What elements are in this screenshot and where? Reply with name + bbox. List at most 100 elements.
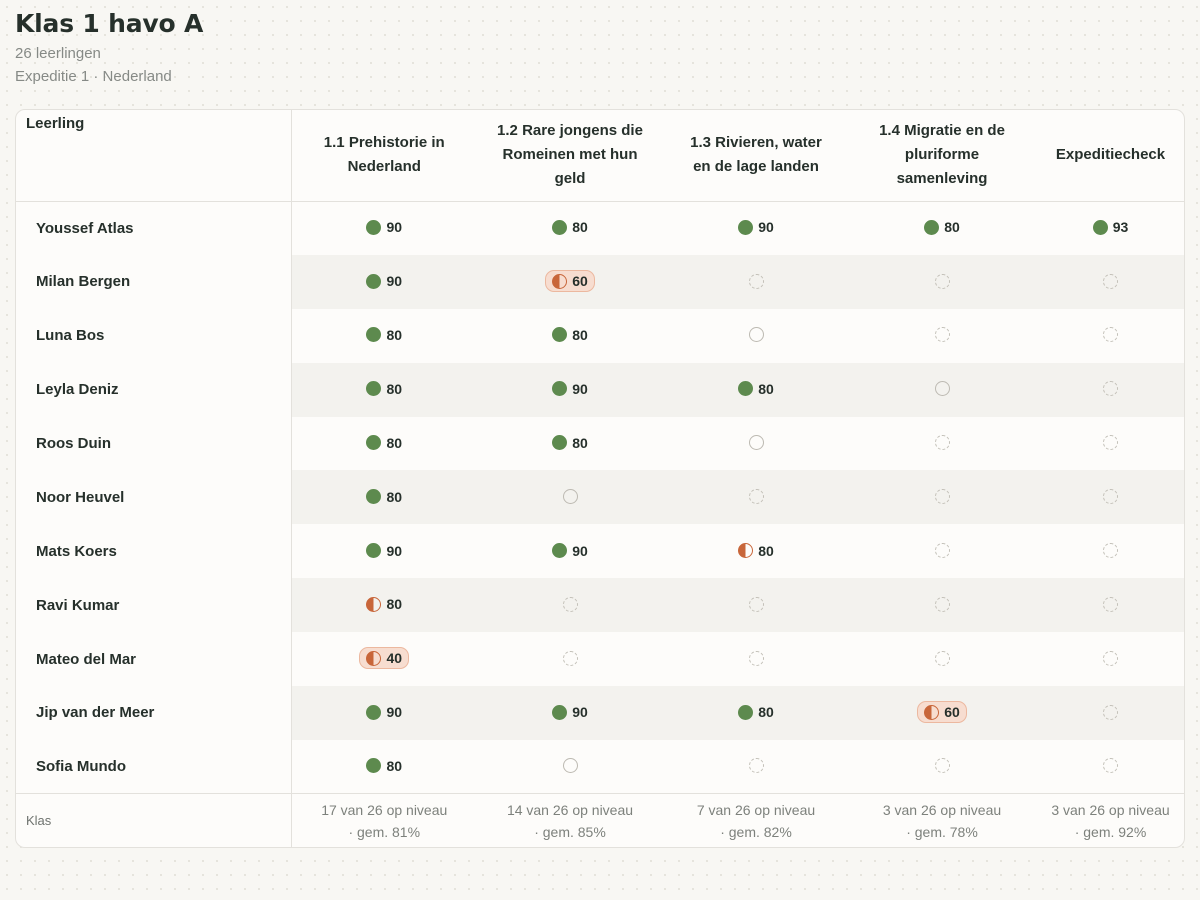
student-name[interactable]: Milan Bergen: [16, 254, 292, 309]
score-badge: 80: [732, 378, 780, 400]
result-cell[interactable]: [849, 470, 1035, 525]
circle-dashed-icon: [1103, 596, 1118, 612]
result-cell[interactable]: [1035, 417, 1184, 471]
result-cell[interactable]: 90: [477, 686, 663, 740]
table-row[interactable]: Mats Koers 90 90 80: [16, 524, 1184, 579]
result-cell[interactable]: [1035, 254, 1184, 309]
result-cell[interactable]: [849, 417, 1035, 471]
result-cell[interactable]: 80: [291, 417, 477, 471]
result-cell[interactable]: [1035, 686, 1184, 740]
result-cell[interactable]: [663, 578, 849, 633]
result-cell[interactable]: 93: [1035, 201, 1184, 255]
result-cell[interactable]: [1035, 362, 1184, 417]
result-cell[interactable]: [1035, 524, 1184, 578]
summary-level: 17 van 26 op niveau: [321, 801, 448, 818]
result-cell[interactable]: [1035, 470, 1184, 525]
result-cell[interactable]: 80: [849, 201, 1035, 255]
student-name[interactable]: Luna Bos: [16, 308, 292, 363]
student-name[interactable]: Noor Heuvel: [16, 470, 292, 525]
column-header-expeditiecheck[interactable]: Expeditiecheck: [1035, 110, 1184, 202]
result-cell[interactable]: 80: [663, 362, 849, 417]
result-cell[interactable]: [477, 740, 663, 794]
table-header-row: Leerling 1.1 Prehistorie in Nederland 1.…: [16, 110, 1184, 202]
table-row[interactable]: Roos Duin 80 80: [16, 416, 1184, 471]
circle-dashed-icon: [934, 758, 950, 774]
result-cell[interactable]: [849, 309, 1035, 363]
column-header-unit-1-4[interactable]: 1.4 Migratie en de pluriforme samenlevin…: [849, 110, 1035, 202]
result-cell[interactable]: [849, 524, 1035, 578]
result-cell[interactable]: 40: [291, 632, 477, 686]
result-cell[interactable]: [849, 362, 1035, 417]
status-marker: [743, 270, 770, 292]
student-name[interactable]: Jip van der Meer: [16, 686, 292, 740]
status-marker: [929, 270, 956, 292]
score-value: 80: [386, 434, 403, 451]
result-cell[interactable]: [477, 632, 663, 686]
column-header-unit-1-2[interactable]: 1.2 Rare jongens die Romeinen met hun ge…: [477, 110, 663, 202]
result-cell[interactable]: [663, 254, 849, 309]
column-header-unit-1-3[interactable]: 1.3 Rivieren, water en de lage landen: [663, 110, 849, 202]
result-cell[interactable]: 90: [663, 201, 849, 255]
status-marker: [929, 486, 956, 508]
result-cell[interactable]: [1035, 632, 1184, 686]
result-cell[interactable]: 80: [291, 470, 477, 525]
result-cell[interactable]: [1035, 578, 1184, 633]
status-marker: [557, 593, 584, 615]
table-row[interactable]: Noor Heuvel 80: [16, 470, 1184, 525]
student-name[interactable]: Sofia Mundo: [16, 739, 292, 794]
table-row[interactable]: Leyla Deniz 80 90 80: [16, 362, 1184, 417]
result-cell[interactable]: 60: [477, 254, 663, 309]
result-cell[interactable]: 60: [849, 686, 1035, 740]
result-cell[interactable]: [663, 417, 849, 471]
result-cell[interactable]: 80: [291, 309, 477, 363]
result-cell[interactable]: 80: [663, 686, 849, 740]
table-row[interactable]: Mateo del Mar 40: [16, 632, 1184, 687]
result-cell[interactable]: [1035, 740, 1184, 794]
student-name[interactable]: Ravi Kumar: [16, 578, 292, 633]
student-name[interactable]: Mats Koers: [16, 524, 292, 579]
score-badge: 80: [360, 432, 408, 454]
column-header-student[interactable]: Leerling: [16, 110, 292, 202]
result-cell[interactable]: 90: [477, 524, 663, 578]
student-name[interactable]: Mateo del Mar: [16, 632, 292, 687]
result-cell[interactable]: [477, 470, 663, 525]
result-cell[interactable]: [849, 740, 1035, 794]
result-cell[interactable]: 80: [477, 201, 663, 255]
table-row[interactable]: Luna Bos 80 80: [16, 308, 1184, 363]
result-cell[interactable]: 80: [291, 362, 477, 417]
result-cell[interactable]: 80: [291, 578, 477, 633]
student-name[interactable]: Roos Duin: [16, 416, 292, 471]
result-cell[interactable]: [849, 578, 1035, 633]
result-cell[interactable]: [663, 470, 849, 525]
result-cell[interactable]: [849, 254, 1035, 309]
student-name[interactable]: Youssef Atlas: [16, 201, 292, 255]
result-cell[interactable]: [1035, 309, 1184, 363]
result-cell[interactable]: [477, 578, 663, 633]
score-value: 80: [386, 488, 403, 505]
circle-filled-icon: [738, 219, 754, 235]
result-cell[interactable]: 90: [291, 254, 477, 309]
result-cell[interactable]: 80: [291, 740, 477, 794]
column-header-unit-1-1[interactable]: 1.1 Prehistorie in Nederland: [291, 110, 477, 202]
result-cell[interactable]: [663, 740, 849, 794]
page-header: Klas 1 havo A 26 leerlingen Expeditie 1 …: [15, 8, 203, 88]
student-name[interactable]: Leyla Deniz: [16, 362, 292, 417]
result-cell[interactable]: [663, 632, 849, 686]
score-badge: 80: [546, 216, 594, 238]
table-row[interactable]: Ravi Kumar 80: [16, 578, 1184, 633]
table-row[interactable]: Sofia Mundo 80: [16, 739, 1184, 794]
result-cell[interactable]: 90: [477, 362, 663, 417]
result-cell[interactable]: [663, 309, 849, 363]
result-cell[interactable]: [849, 632, 1035, 686]
table-row[interactable]: Jip van der Meer 90 90 80 60: [16, 686, 1184, 740]
circle-half-icon: [552, 273, 568, 289]
result-cell[interactable]: 90: [291, 201, 477, 255]
result-cell[interactable]: 80: [477, 417, 663, 471]
result-cell[interactable]: 80: [477, 309, 663, 363]
circle-outline-icon: [748, 327, 764, 343]
result-cell[interactable]: 90: [291, 524, 477, 578]
result-cell[interactable]: 90: [291, 686, 477, 740]
table-row[interactable]: Milan Bergen 90 60: [16, 254, 1184, 309]
result-cell[interactable]: 80: [663, 524, 849, 578]
table-row[interactable]: Youssef Atlas 90 80 90 80 93: [16, 201, 1184, 255]
